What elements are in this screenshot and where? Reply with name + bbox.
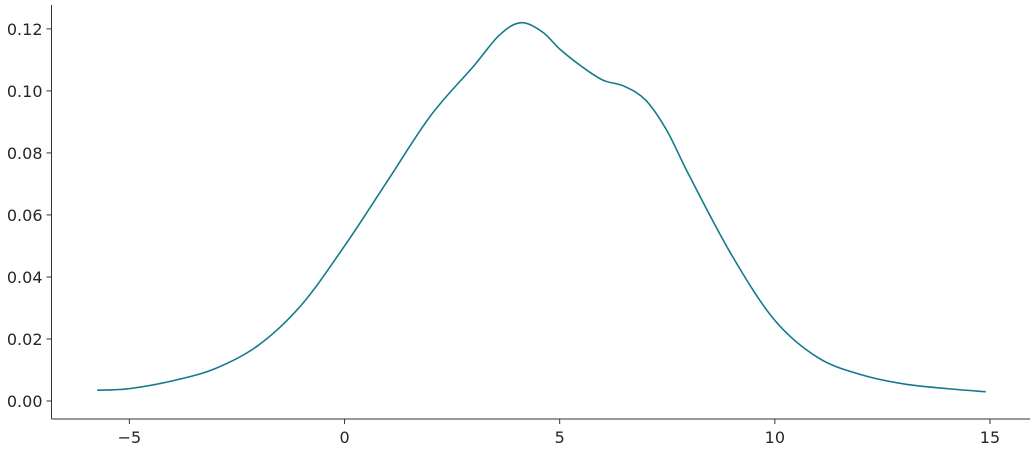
x-tick-label: 5 bbox=[555, 428, 565, 447]
density-line bbox=[97, 21, 986, 393]
y-tick-label: 0.12 bbox=[7, 20, 43, 39]
y-tick-label: 0.00 bbox=[7, 392, 43, 411]
y-tick-label: 0.10 bbox=[7, 82, 43, 101]
y-axis-ticks: 0.00 0.02 0.04 0.06 0.08 0.10 0.12 bbox=[7, 20, 52, 411]
x-tick-label: −5 bbox=[118, 428, 142, 447]
x-tick-label: 15 bbox=[980, 428, 1000, 447]
x-tick-label: 10 bbox=[765, 428, 785, 447]
x-tick-label: 0 bbox=[339, 428, 349, 447]
y-tick-label: 0.08 bbox=[7, 144, 43, 163]
x-axis-ticks: −5 0 5 10 15 bbox=[118, 419, 1000, 447]
y-tick-label: 0.02 bbox=[7, 330, 43, 349]
y-tick-label: 0.06 bbox=[7, 206, 43, 225]
y-tick-label: 0.04 bbox=[7, 268, 43, 287]
